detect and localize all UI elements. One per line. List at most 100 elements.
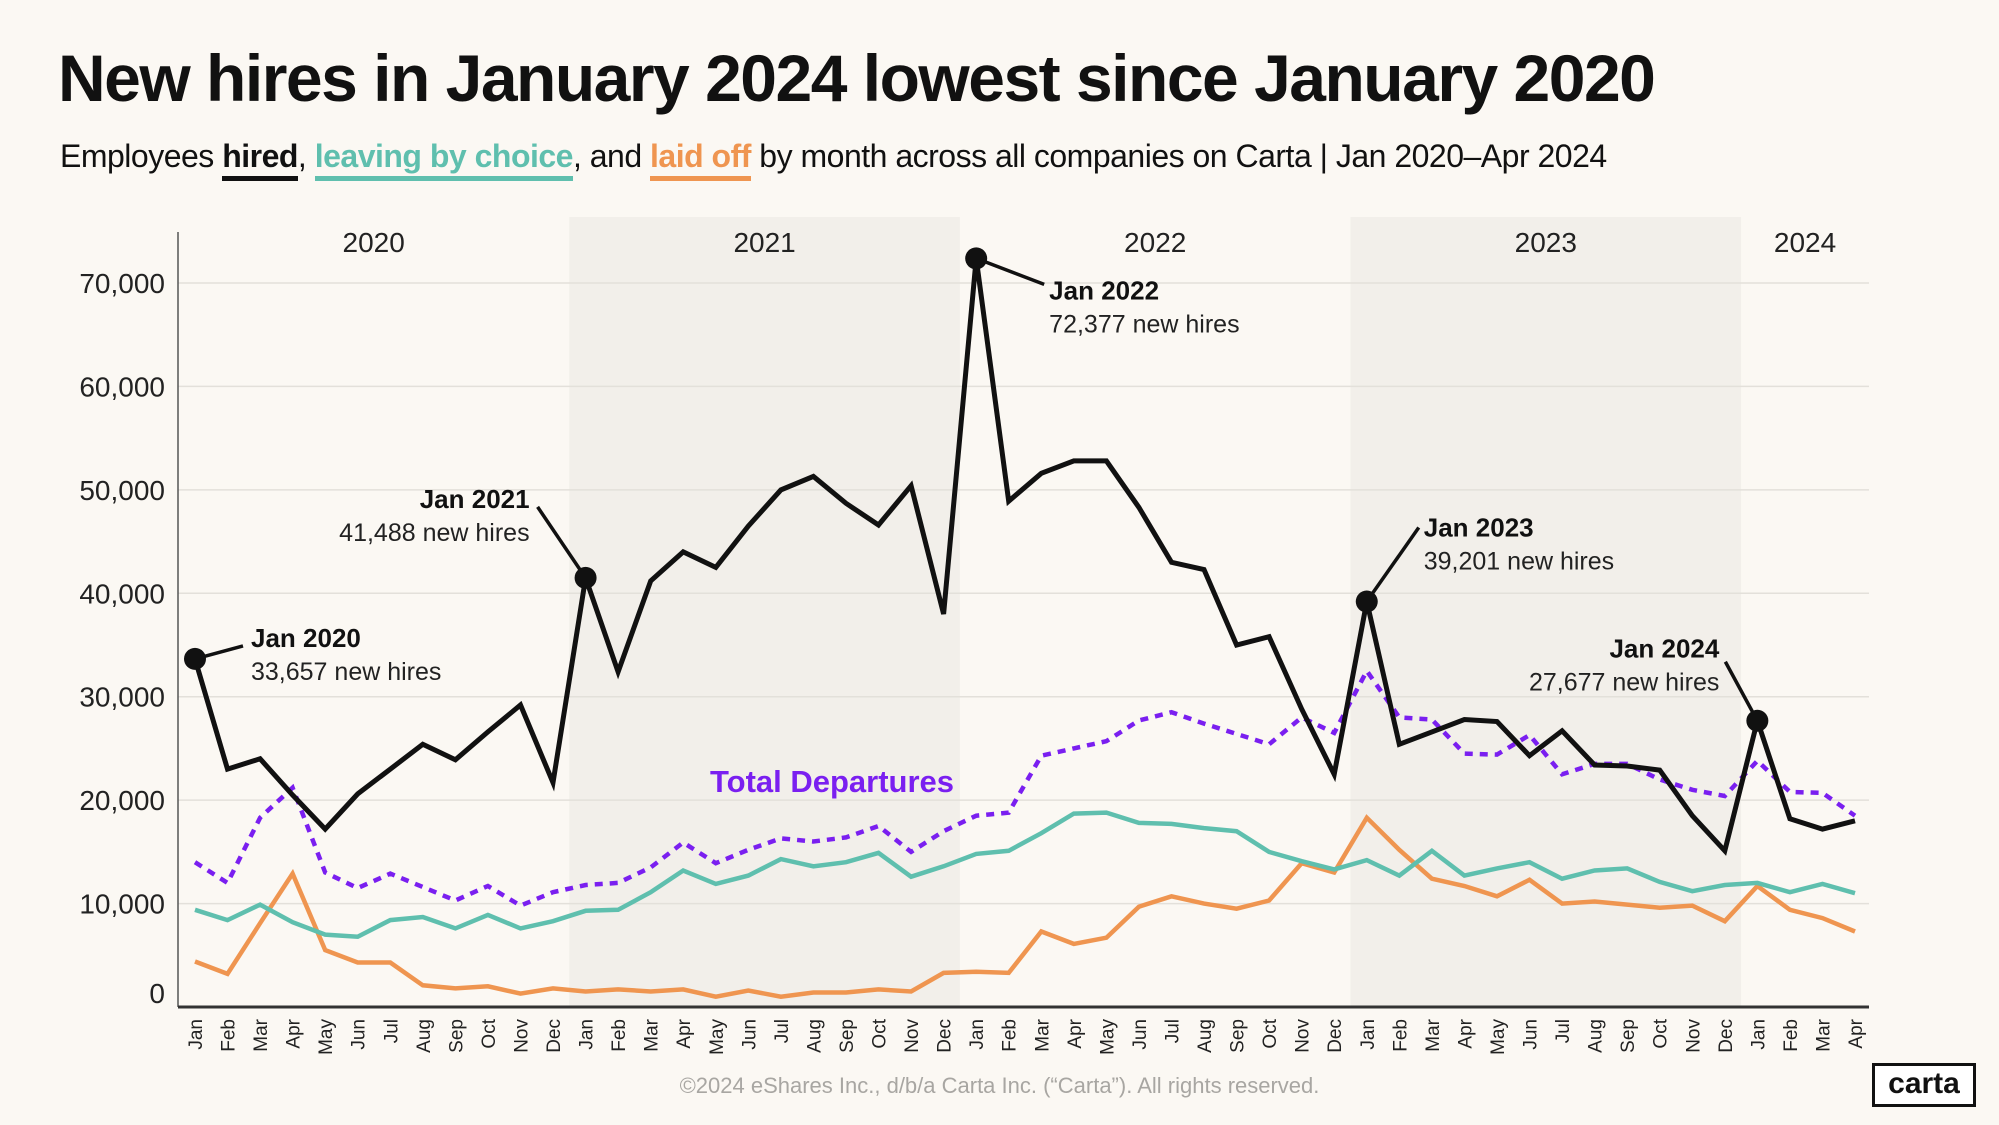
data-point-hired [941, 611, 947, 617]
data-point-total-departures [225, 880, 231, 886]
data-point-hired [517, 702, 523, 708]
data-point-total-departures [648, 864, 654, 870]
x-tick-label: Mar [1032, 1018, 1053, 1051]
data-point-total-departures [778, 835, 784, 841]
data-point-leaving-by-choice [1559, 876, 1565, 882]
x-tick-label: Jun [1130, 1019, 1151, 1050]
data-point-leaving-by-choice [1754, 880, 1760, 886]
data-point-laid-off [1234, 906, 1240, 912]
data-point-hired [745, 523, 751, 529]
data-point-total-departures [1852, 813, 1858, 819]
y-tick-label: 0 [149, 978, 165, 1009]
data-point-leaving-by-choice [1103, 810, 1109, 816]
data-point-hired [322, 826, 328, 832]
annotation-label: Jan 2022 [1049, 275, 1159, 305]
x-tick-label: Mar [251, 1018, 272, 1051]
data-point-laid-off [1006, 970, 1012, 976]
data-point-leaving-by-choice [1266, 849, 1272, 855]
data-point-hired [648, 578, 654, 584]
data-point-hired [615, 669, 621, 675]
data-point-hired [1299, 706, 1305, 712]
x-tick-label: Jul [772, 1019, 793, 1043]
data-point-leaving-by-choice [1429, 848, 1435, 854]
data-point-leaving-by-choice [778, 856, 784, 862]
data-point-total-departures [1201, 721, 1207, 727]
x-tick-label: Sep [1618, 1019, 1639, 1053]
data-point-hired [1819, 826, 1825, 832]
data-point-total-departures [1364, 668, 1370, 674]
x-tick-label: Aug [1586, 1019, 1607, 1053]
data-point-laid-off [1038, 928, 1044, 934]
data-point-laid-off [550, 985, 556, 991]
data-point-hired [1071, 458, 1077, 464]
data-point-laid-off [1364, 815, 1370, 821]
data-point-total-departures [843, 834, 849, 840]
data-point-total-departures [810, 839, 816, 845]
data-point-laid-off [1624, 902, 1630, 908]
data-point-leaving-by-choice [843, 859, 849, 865]
x-tick-label: Dec [935, 1019, 956, 1053]
data-point-hired [1103, 458, 1109, 464]
copyright-footer: ©2024 eShares Inc., d/b/a Carta Inc. (“C… [679, 1073, 1320, 1098]
data-point-total-departures [1722, 793, 1728, 799]
data-point-hired [876, 522, 882, 528]
x-tick-label: Dec [1325, 1019, 1346, 1053]
x-tick-label: Jun [739, 1019, 760, 1050]
data-point-laid-off [908, 988, 914, 994]
data-point-laid-off [420, 982, 426, 988]
x-tick-label: Sep [837, 1019, 858, 1053]
x-tick-label: Apr [1455, 1018, 1476, 1048]
data-point-total-departures [876, 823, 882, 829]
data-point-total-departures [583, 882, 589, 888]
data-point-leaving-by-choice [1494, 865, 1500, 871]
x-tick-label: Sep [446, 1019, 467, 1053]
year-band-2023 [1350, 217, 1742, 1007]
data-point-laid-off [1071, 941, 1077, 947]
x-tick-label: Aug [1195, 1019, 1216, 1053]
data-point-total-departures [355, 885, 361, 891]
data-point-total-departures [1038, 753, 1044, 759]
data-point-laid-off [615, 986, 621, 992]
x-tick-label: Oct [870, 1018, 891, 1048]
annotation-leader [1723, 660, 1759, 722]
data-point-laid-off [843, 990, 849, 996]
annotation-marker [965, 247, 988, 270]
data-point-hired [1657, 767, 1663, 773]
x-tick-label: Nov [511, 1019, 532, 1053]
subtitle-suffix: by month across all companies on Carta |… [750, 138, 1607, 174]
data-point-hired [1852, 818, 1858, 824]
x-tick-label: Mar [1813, 1018, 1834, 1051]
data-point-total-departures [550, 889, 556, 895]
series-line-laid-off [194, 814, 1856, 999]
data-point-laid-off [1689, 903, 1695, 909]
data-point-leaving-by-choice [1624, 865, 1630, 871]
data-point-leaving-by-choice [876, 850, 882, 856]
data-point-laid-off [876, 986, 882, 992]
data-point-laid-off [648, 988, 654, 994]
x-tick-label: May [1097, 1019, 1118, 1055]
data-point-hired [1722, 848, 1728, 854]
data-point-leaving-by-choice [1722, 882, 1728, 888]
annotation-leader [536, 505, 588, 579]
data-point-leaving-by-choice [1168, 821, 1174, 827]
data-point-laid-off [1657, 905, 1663, 911]
data-point-leaving-by-choice [322, 932, 328, 938]
data-point-total-departures [257, 815, 263, 821]
data-point-hired [1234, 642, 1240, 648]
data-point-hired [1168, 559, 1174, 565]
data-point-laid-off [1559, 901, 1565, 907]
data-point-total-departures [1429, 716, 1435, 722]
data-point-hired [1527, 753, 1533, 759]
data-point-leaving-by-choice [387, 917, 393, 923]
data-point-hired [713, 564, 719, 570]
y-tick-label: 10,000 [79, 889, 165, 920]
x-tick-label: Jan [186, 1019, 207, 1050]
x-tick-label: Aug [414, 1019, 435, 1053]
data-point-total-departures [1266, 741, 1272, 747]
data-point-hired [225, 766, 231, 772]
data-point-hired [387, 766, 393, 772]
data-point-laid-off [1722, 918, 1728, 924]
data-point-leaving-by-choice [1461, 873, 1467, 879]
data-point-hired [420, 741, 426, 747]
